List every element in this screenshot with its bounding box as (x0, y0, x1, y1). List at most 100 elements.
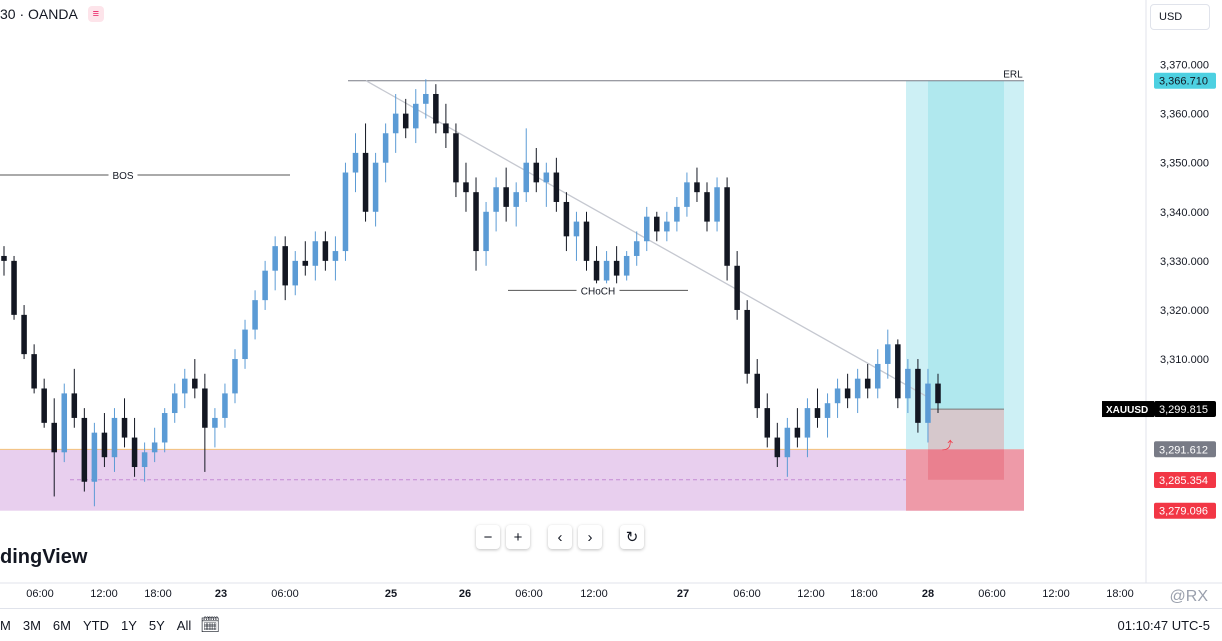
range-1m[interactable]: M (0, 618, 11, 633)
candle-body (402, 113, 409, 129)
candle-body (322, 241, 329, 261)
candle-body (533, 162, 540, 183)
candle-body (493, 187, 499, 212)
calendar-icon[interactable]: 🗓 (200, 617, 221, 634)
candle-body (252, 300, 258, 330)
candle-body (824, 403, 831, 418)
stop-zone-inner (928, 449, 1004, 480)
cursor-mark: ⤴ (942, 438, 953, 452)
candle-body (915, 368, 921, 423)
candle-body (553, 172, 560, 202)
candle-body (312, 241, 319, 266)
candle-body (1, 255, 7, 261)
candle-body (895, 344, 901, 399)
time-tick: 27 (677, 588, 689, 600)
candle-body (31, 354, 37, 389)
candle-body (734, 265, 740, 310)
zoom-out-button[interactable]: − (476, 525, 500, 549)
range-all[interactable]: All (176, 618, 192, 633)
candle-body (232, 359, 238, 394)
candle-body (141, 452, 148, 468)
candle-body (623, 255, 630, 276)
price-label: 3,279.096 (1159, 506, 1208, 518)
candle-body (583, 221, 590, 261)
price-chart[interactable]: ⤴ BOS CHoCH ERL 3,370.000 3,360.000 3,350.000 3… (0, 0, 1222, 606)
candle-body (81, 417, 88, 482)
price-label-bg (1154, 441, 1216, 458)
candle-body (71, 393, 78, 418)
zoom-in-button[interactable]: + (506, 525, 530, 549)
candle-body (925, 383, 931, 423)
price-tick: 3,370.000 (1160, 60, 1209, 72)
range-selector: M 3M 6M YTD 1Y 5Y All (0, 618, 191, 633)
candle-body (613, 260, 620, 276)
candle-body (774, 437, 781, 458)
time-tick: 28 (922, 588, 934, 600)
watermark: @RX (1169, 588, 1208, 605)
price-label-bg (1154, 72, 1216, 89)
candle-body (885, 344, 891, 364)
candle-body (372, 162, 379, 212)
price-tick: 3,360.000 (1160, 109, 1209, 121)
symbol-exchange[interactable]: 30 · OANDA (0, 6, 78, 22)
bottom-bar: M 3M 6M YTD 1Y 5Y All 🗓 01:10:47 UTC-5 (0, 608, 1222, 641)
price-tick: 3,320.000 (1160, 305, 1209, 317)
candle-body (804, 408, 811, 438)
price-label-bg (1154, 472, 1216, 489)
reset-chart-button[interactable]: ↻ (620, 525, 644, 549)
candle-body (523, 162, 529, 193)
candle-body (724, 187, 730, 266)
candle-body (754, 373, 760, 409)
candle-body (784, 427, 791, 458)
range-3m[interactable]: 3M (22, 618, 41, 633)
candle-body (272, 246, 278, 271)
time-tick: 26 (459, 588, 471, 600)
price-label: 3,299.815 (1159, 404, 1208, 416)
time-tick: 18:00 (850, 588, 878, 600)
range-1y[interactable]: 1Y (120, 618, 137, 633)
candle-body (292, 260, 299, 286)
equals-icon[interactable]: ≡ (87, 6, 104, 22)
candle-body (714, 187, 720, 222)
candle-body (694, 182, 700, 193)
candle-body (483, 211, 489, 252)
candle-body (563, 201, 570, 237)
candle-body (222, 393, 228, 418)
time-tick: 18:00 (1106, 588, 1134, 600)
time-tick: 06:00 (271, 588, 299, 600)
candle-body (674, 206, 680, 222)
candle-body (654, 216, 660, 232)
candle-body (704, 192, 710, 222)
candle-body (161, 413, 168, 443)
candle-body (744, 309, 750, 374)
range-5y[interactable]: 5Y (148, 618, 165, 633)
candle-body (643, 216, 650, 242)
candle-body (342, 172, 349, 252)
scroll-right-button[interactable]: › (578, 525, 602, 549)
candle-body (282, 246, 288, 286)
candle-body (121, 417, 128, 438)
candle-body (242, 329, 248, 360)
annotation-erl: ERL (1003, 70, 1023, 81)
price-tick: 3,340.000 (1160, 207, 1209, 219)
range-ytd[interactable]: YTD (82, 618, 109, 633)
candle-body (463, 182, 469, 193)
candle-body (834, 388, 841, 404)
candle-body (593, 260, 600, 281)
scroll-left-button[interactable]: ‹ (548, 525, 572, 549)
currency-button[interactable]: USD (1150, 4, 1210, 30)
candle-body (51, 422, 57, 453)
candle-body (131, 437, 138, 468)
range-6m[interactable]: 6M (52, 618, 71, 633)
candle-body (41, 388, 47, 423)
time-tick: 12:00 (90, 588, 118, 600)
time-tick: 12:00 (1042, 588, 1070, 600)
candle-body (935, 383, 941, 404)
time-tick: 06:00 (733, 588, 761, 600)
time-tick: 18:00 (144, 588, 172, 600)
candle-body (111, 417, 118, 458)
candle-body (473, 192, 479, 252)
candle-body (764, 408, 771, 438)
candle-body (684, 182, 690, 207)
candle-body (603, 260, 610, 281)
